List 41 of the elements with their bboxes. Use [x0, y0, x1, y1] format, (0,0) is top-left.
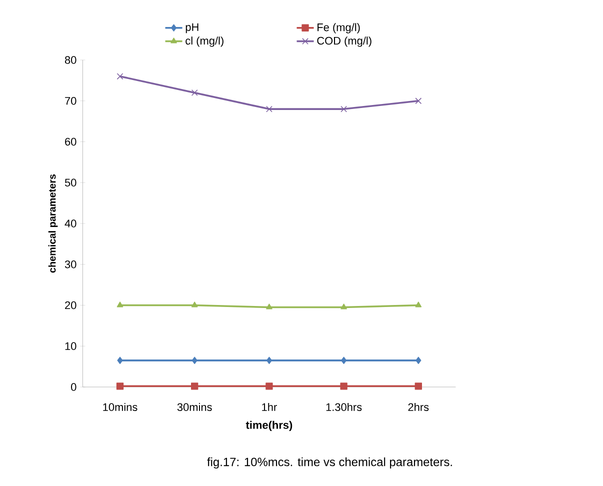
y-tick-label: 50: [64, 178, 76, 186]
point: [116, 302, 124, 308]
point: [415, 98, 422, 104]
y-tick-label: 20: [65, 301, 76, 310]
y-tick-label: 70: [65, 96, 76, 105]
point: [341, 356, 347, 364]
point: [415, 302, 422, 308]
point: [266, 382, 273, 390]
legend-label: cl (mg/l): [186, 36, 224, 47]
y-tick-label: 30: [64, 260, 76, 268]
x-tick-label: 2hrs: [408, 402, 429, 412]
point: [416, 356, 422, 364]
point: [340, 382, 348, 390]
point: [116, 382, 124, 390]
y-tick-label: 60: [65, 138, 76, 146]
legend-label: pH: [186, 23, 198, 34]
point: [117, 356, 123, 364]
y-tick-label: 0: [71, 383, 76, 391]
y-tick-label: 40: [64, 220, 76, 228]
caption: fig.17: 10%mcs. time vs chemical parameters.: [207, 457, 452, 469]
x-tick-label: 10mins: [103, 402, 138, 412]
legend-label: Fe (mg/l): [318, 23, 360, 34]
point: [266, 304, 272, 310]
point: [191, 302, 198, 308]
point: [266, 106, 272, 112]
x-tick-label: 1.30hrs: [326, 402, 362, 412]
x-axis-title: time(hrs): [246, 420, 292, 432]
x-tick-label: 30mins: [177, 402, 212, 412]
legend-label: COD (mg/l): [317, 36, 372, 47]
x-tick-label: 1hr: [262, 402, 277, 411]
y-axis-title: chemical parameters: [48, 174, 58, 273]
point: [191, 382, 198, 390]
y-tick-label: 10: [65, 342, 76, 350]
point: [414, 382, 422, 390]
point: [266, 356, 272, 364]
point: [340, 304, 347, 310]
y-tick-label: 80: [64, 56, 76, 64]
point: [116, 73, 124, 80]
point: [340, 106, 348, 112]
point: [191, 89, 198, 96]
point: [192, 356, 198, 364]
